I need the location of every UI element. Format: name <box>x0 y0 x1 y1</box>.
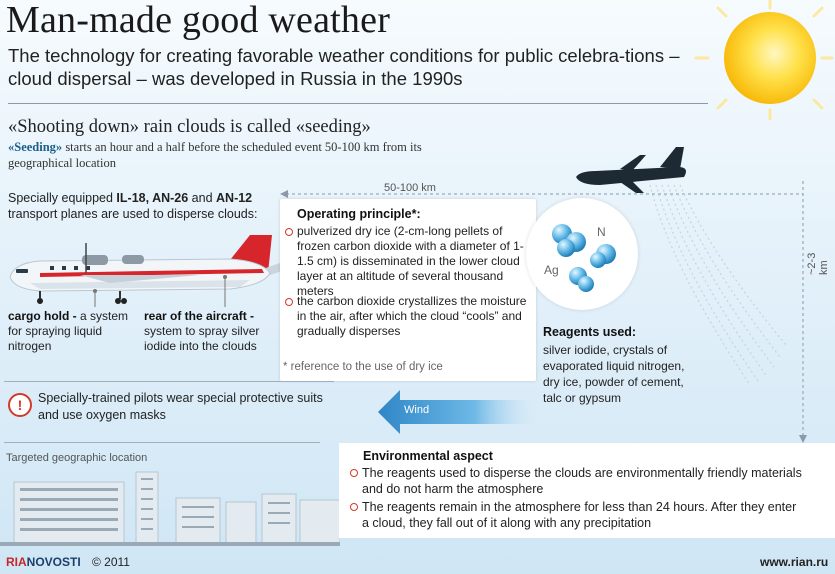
molecule-icon <box>552 224 616 292</box>
environmental-aspect-item-text: The reagents remain in the atmosphere fo… <box>362 500 797 530</box>
operating-footnote: * reference to the use of dry ice <box>283 361 443 373</box>
molecule-circle <box>526 198 638 310</box>
planes-model3: AN-12 <box>216 191 253 205</box>
planes-intro: Specially equipped IL-18, AN-26 and AN-1… <box>8 190 278 222</box>
ria-novosti-logo: RIANOVOSTI <box>6 555 81 569</box>
rear-aircraft-text: system to spray silver iodide into the c… <box>144 324 260 353</box>
site-url: www.rian.ru <box>760 555 829 569</box>
warning-text: Specially-trained pilots wear special pr… <box>38 391 323 422</box>
flight-diagram <box>280 147 807 443</box>
cargo-hold-text: a system for spraying liquid nitrogen <box>8 309 129 353</box>
planes-intro-prefix: Specially equipped <box>8 191 117 205</box>
cargo-hold-label: cargo hold - a system for spraying liqui… <box>8 309 143 354</box>
rear-aircraft-title: rear of the aircraft - <box>144 309 255 323</box>
operating-principle-item-text: pulverized dry ice (2-cm-long pellets of… <box>297 224 524 298</box>
seeding-description: «Seeding» starts an hour and a half befo… <box>8 139 458 171</box>
environmental-aspect-item: The reagents used to disperse the clouds… <box>350 465 802 497</box>
small-plane-silhouette <box>576 147 686 193</box>
environmental-aspect-box <box>339 443 835 538</box>
warning-divider-bottom <box>4 442 320 443</box>
operating-principle-item: pulverized dry ice (2-cm-long pellets of… <box>285 224 527 299</box>
environmental-aspect-item-text: The reagents used to disperse the clouds… <box>362 466 802 496</box>
header-divider <box>8 103 708 104</box>
reagents-title: Reagents used: <box>543 325 637 339</box>
wind-label: Wind <box>404 404 430 416</box>
exclamation-icon: ! <box>8 393 32 417</box>
silver-label: Ag <box>544 263 559 277</box>
altitude-label: ~2-3 km <box>806 252 830 275</box>
bullet-icon <box>285 228 293 236</box>
wind-arrow-icon <box>378 390 538 434</box>
city-skyline-illustration <box>0 471 340 546</box>
seeding-term: «Seeding» <box>8 140 63 154</box>
planes-intro-suffix: transport planes are used to disperse cl… <box>8 207 258 221</box>
page-title: Man-made good weather <box>6 0 391 41</box>
transport-plane-illustration <box>9 235 282 307</box>
reagents-text: silver iodide, crystals of evaporated li… <box>543 343 685 405</box>
page-subtitle: The technology for creating favorable we… <box>8 45 680 89</box>
bullet-icon <box>350 503 358 511</box>
operating-principle-item: the carbon dioxide crystallizes the mois… <box>285 294 527 339</box>
cargo-hold-title: cargo hold - <box>8 309 77 323</box>
rear-aircraft-label: rear of the aircraft - system to spray s… <box>144 309 284 354</box>
warning-divider-top <box>4 381 334 382</box>
planes-models: IL-18, AN-26 <box>116 191 189 205</box>
distance-label: 50-100 km <box>384 182 436 194</box>
bullet-icon <box>285 298 293 306</box>
sun-illustration <box>694 0 834 120</box>
brand-ria: RIA <box>6 555 27 569</box>
planes-and: and <box>188 191 217 205</box>
operating-principle-item-text: the carbon dioxide crystallizes the mois… <box>297 294 527 338</box>
nitrogen-label: N <box>597 225 606 239</box>
operating-principle-title: Operating principle*: <box>297 207 421 221</box>
copyright: © 2011 <box>92 555 130 569</box>
bullet-icon <box>350 469 358 477</box>
environmental-aspect-item: The reagents remain in the atmosphere fo… <box>350 499 802 531</box>
environmental-aspect-title: Environmental aspect <box>363 449 493 463</box>
seeding-text: starts an hour and a half before the sch… <box>8 140 422 170</box>
brand-novosti: NOVOSTI <box>26 555 81 569</box>
operating-principle-box <box>280 199 536 381</box>
location-label: Targeted geographic location <box>6 452 148 464</box>
seeding-heading: «Shooting down» rain clouds is called «s… <box>8 117 371 137</box>
